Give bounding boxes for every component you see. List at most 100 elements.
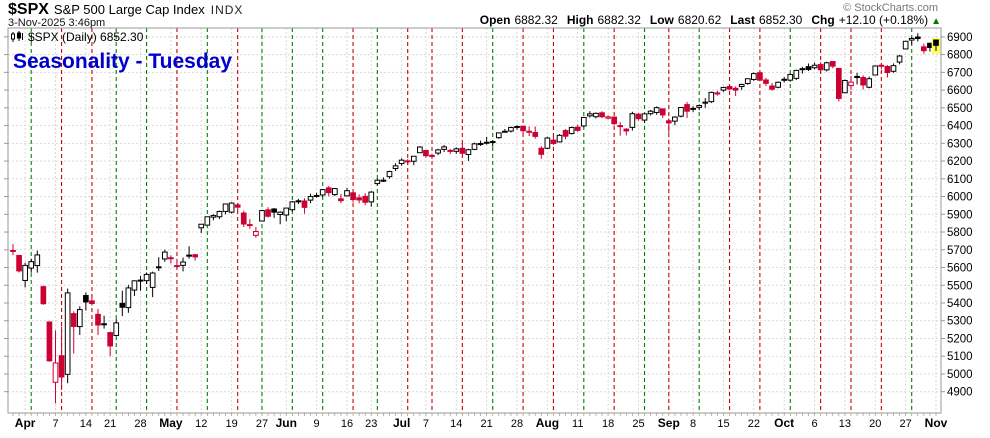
x-axis-label: Aug bbox=[536, 416, 559, 430]
candlestick bbox=[696, 105, 703, 108]
x-axis-label: 19 bbox=[225, 418, 237, 430]
candlestick bbox=[404, 160, 411, 163]
x-axis-label: Nov bbox=[925, 416, 948, 430]
candlestick bbox=[775, 81, 781, 88]
symbol-fullname: S&P 500 Large Cap Index bbox=[53, 2, 205, 17]
candlestick bbox=[392, 165, 399, 170]
candlestick bbox=[192, 254, 199, 258]
candlestick bbox=[325, 187, 332, 194]
candlestick bbox=[240, 212, 247, 225]
candlestick bbox=[210, 215, 217, 218]
candlestick bbox=[757, 72, 763, 81]
candlestick bbox=[289, 201, 296, 211]
candlestick bbox=[380, 179, 387, 182]
candlestick bbox=[611, 116, 618, 125]
candlestick bbox=[113, 322, 120, 336]
annotation-title: Seasonality - Tuesday bbox=[13, 50, 233, 73]
candlestick bbox=[131, 280, 138, 291]
copyright-label: © StockCharts.com bbox=[843, 2, 938, 14]
candlestick bbox=[34, 254, 41, 267]
candlestick bbox=[836, 67, 842, 99]
high-label: High bbox=[566, 13, 594, 27]
candlestick bbox=[605, 116, 611, 119]
candlestick bbox=[107, 332, 113, 347]
y-axis-label: 6400 bbox=[947, 121, 973, 133]
x-axis-label: 14 bbox=[80, 418, 92, 430]
candlestick bbox=[514, 125, 520, 128]
candlestick bbox=[732, 87, 739, 91]
candlestick bbox=[398, 159, 405, 165]
candlestick bbox=[483, 141, 490, 144]
candlestick bbox=[593, 112, 599, 118]
candlestick bbox=[246, 224, 253, 227]
candlestick bbox=[902, 40, 909, 50]
y-axis-label: 5600 bbox=[947, 263, 973, 275]
x-axis-label: 16 bbox=[341, 418, 353, 430]
candlestick bbox=[16, 254, 22, 272]
candlestick bbox=[307, 196, 314, 201]
candlestick bbox=[623, 128, 630, 132]
x-axis-label: Apr bbox=[15, 416, 36, 430]
candlestick bbox=[550, 139, 557, 144]
candlestick bbox=[234, 204, 241, 208]
exchange-label: INDX bbox=[210, 3, 244, 17]
y-axis-label: 5000 bbox=[947, 369, 973, 381]
high-value: 6882.32 bbox=[597, 13, 641, 27]
candlestick bbox=[465, 149, 472, 155]
candlestick bbox=[417, 146, 423, 154]
x-axis-label: Oct bbox=[774, 416, 794, 430]
y-axis-label: 5200 bbox=[947, 333, 973, 345]
chart-header: $SPX S&P 500 Large Cap Index INDX bbox=[8, 1, 243, 19]
last-label: Last bbox=[730, 13, 755, 27]
low-value: 6820.62 bbox=[677, 13, 722, 27]
candlestick bbox=[526, 130, 532, 133]
candlestick bbox=[453, 148, 460, 152]
candlestick bbox=[222, 203, 229, 212]
candlestick bbox=[344, 190, 350, 197]
candlestick bbox=[635, 113, 642, 120]
candlestick bbox=[435, 149, 441, 154]
x-axis-label: 22 bbox=[748, 418, 760, 430]
x-axis-label: 7 bbox=[52, 418, 58, 430]
candlestick bbox=[101, 323, 107, 326]
candlestick bbox=[702, 101, 709, 104]
candlestick bbox=[271, 208, 277, 213]
candlestick bbox=[520, 125, 526, 132]
candlestick bbox=[914, 36, 921, 39]
candlestick bbox=[787, 73, 794, 81]
candlestick bbox=[447, 149, 454, 152]
chg-up-arrow-icon: ▲ bbox=[931, 16, 941, 27]
candlestick bbox=[89, 300, 95, 305]
x-axis-label: 28 bbox=[134, 418, 146, 430]
candlestick bbox=[58, 355, 65, 378]
x-axis-label: 21 bbox=[104, 418, 116, 430]
candlestick bbox=[799, 68, 806, 71]
candlestick bbox=[265, 209, 271, 217]
candlestick bbox=[750, 73, 757, 80]
candlestick bbox=[744, 78, 751, 85]
candlestick bbox=[374, 179, 381, 185]
candlestick bbox=[350, 192, 356, 201]
x-axis-label: 27 bbox=[900, 418, 912, 430]
candlestick bbox=[708, 91, 715, 103]
last-value: 6852.30 bbox=[758, 13, 803, 27]
candlestick bbox=[684, 104, 690, 112]
candlestick bbox=[168, 257, 174, 260]
candlestick bbox=[64, 292, 71, 375]
candlestick bbox=[714, 92, 721, 95]
y-axis-label: 6700 bbox=[947, 67, 973, 79]
candlestick bbox=[429, 154, 435, 157]
candlestick bbox=[471, 143, 478, 150]
candlestick bbox=[769, 85, 775, 90]
x-axis-label: 9 bbox=[314, 418, 320, 430]
candlestick bbox=[829, 61, 836, 67]
candlestick bbox=[921, 46, 927, 52]
x-axis-label: 14 bbox=[450, 418, 462, 430]
candlestick bbox=[720, 86, 727, 91]
candlestick bbox=[653, 107, 660, 113]
candlestick bbox=[125, 287, 132, 309]
chg-label: Chg bbox=[811, 13, 835, 27]
candlestick bbox=[40, 286, 47, 305]
open-label: Open bbox=[479, 13, 511, 27]
